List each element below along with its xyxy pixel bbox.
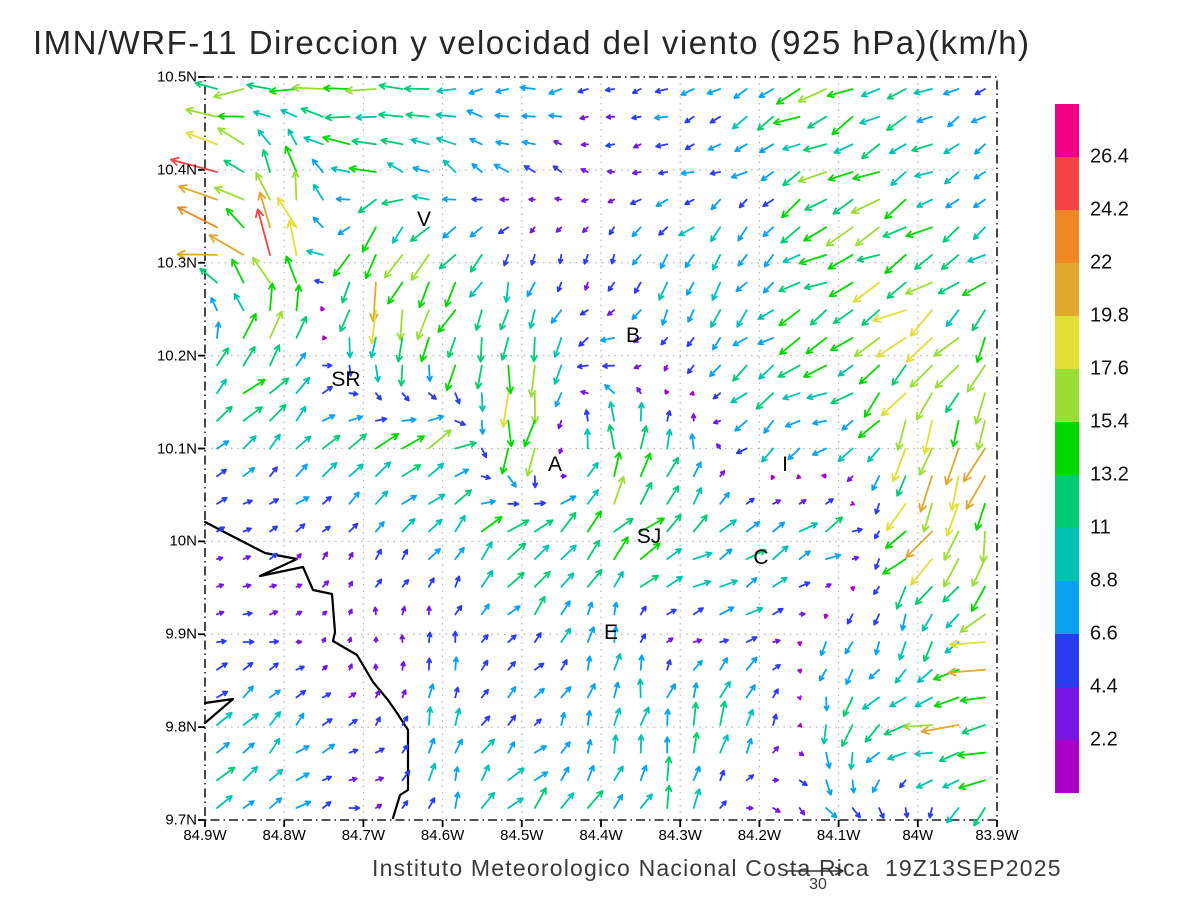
colorbar-segment [1055,634,1079,687]
reference-vector-label: 30 [809,876,827,893]
x-tick-label: 83.9W [975,827,1019,844]
colorbar-segment [1055,581,1079,634]
x-tick-label: 84W [902,827,934,844]
y-tick-label: 10.3N [156,254,197,272]
reference-vector-arrow [787,866,844,876]
colorbar-tick-label: 24.2 [1090,198,1129,221]
colorbar-tick-label: 13.2 [1090,463,1129,486]
station-label: B [626,324,640,347]
plot-area: V B SR A I SJ C E [170,76,998,827]
wind-quiver-svg: V B SR A I SJ C E [170,76,998,827]
station-label: E [604,621,618,644]
station-label: V [417,208,431,231]
y-tick-label: 10.4N [156,161,197,179]
station-label: A [548,453,562,476]
y-tick-label: 10.5N [156,68,197,86]
y-tick-label: 10.2N [156,347,197,365]
speed-colorbar [1055,104,1079,793]
colorbar-tick-label: 2.2 [1090,728,1118,751]
colorbar-segment [1055,740,1079,793]
colorbar-segment [1055,210,1079,263]
colorbar-segment [1055,422,1079,475]
colorbar-tick-label: 26.4 [1090,145,1129,168]
colorbar-segment [1055,263,1079,316]
colorbar-segment [1055,475,1079,528]
colorbar-segment [1055,687,1079,740]
colorbar-tick-label: 22 [1090,251,1113,274]
colorbar-segment [1055,316,1079,369]
y-tick-label: 9.8N [165,718,197,736]
station-label: SJ [637,525,662,548]
x-tick-label: 84.6W [420,827,465,844]
x-tick-label: 84.1W [816,827,861,844]
y-tick-label: 9.7N [165,811,197,829]
y-tick-label: 10N [169,532,197,550]
y-tick-label: 10.1N [156,440,197,457]
colorbar-segment [1055,369,1079,422]
x-tick-label: 84.2W [737,827,782,844]
colorbar-tick-label: 17.6 [1090,357,1129,380]
station-label: I [782,453,788,476]
colorbar-tick-label: 8.8 [1090,569,1118,592]
colorbar-segment [1055,528,1079,581]
x-tick-label: 84.5W [500,827,544,844]
colorbar-tick-label: 6.6 [1090,622,1118,645]
y-tick-label: 9.9N [165,625,197,643]
x-tick-label: 84.7W [341,827,386,844]
footer-credit: Instituto Meteorologico Nacional Costa R… [372,855,1062,881]
x-tick-label: 84.9W [183,827,227,844]
station-label: C [753,546,768,569]
colorbar-segment [1055,157,1079,210]
station-label: SR [331,368,360,391]
x-tick-label: 84.3W [658,827,702,844]
colorbar-tick-label: 4.4 [1090,675,1118,698]
x-tick-label: 84.8W [262,827,306,844]
colorbar-tick-label: 15.4 [1090,410,1129,433]
chart-title: IMN/WRF-11 Direccion y velocidad del vie… [33,24,1031,61]
colorbar-tick-label: 19.8 [1090,304,1129,327]
colorbar-segment [1055,104,1079,157]
colorbar-tick-label: 11 [1090,516,1111,539]
x-tick-label: 84.4W [579,827,623,844]
